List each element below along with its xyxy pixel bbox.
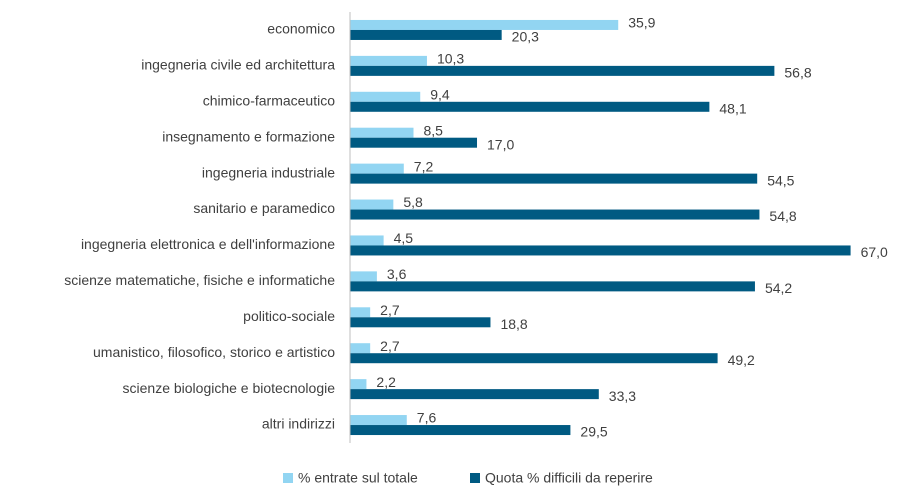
value-label: 49,2: [728, 352, 755, 368]
value-label: 17,0: [487, 136, 514, 152]
y-tick-label: sanitario e paramedico: [193, 200, 335, 216]
bar: [350, 425, 571, 436]
bar: [350, 163, 404, 174]
bar: [350, 317, 491, 328]
value-label: 67,0: [861, 244, 888, 260]
bar: [350, 91, 421, 102]
bar: [350, 281, 755, 292]
bar: [350, 379, 367, 390]
bar: [350, 209, 760, 220]
legend-label: % entrate sul totale: [298, 470, 418, 486]
value-label: 7,6: [417, 410, 437, 426]
y-tick-label: scienze biologiche e biotecnologie: [123, 380, 336, 396]
bar: [350, 65, 775, 76]
bar: [350, 137, 478, 148]
bar: [350, 245, 851, 256]
value-label: 7,2: [414, 158, 434, 174]
value-label: 2,2: [376, 374, 396, 390]
y-tick-label: politico-sociale: [243, 308, 335, 324]
value-label: 9,4: [430, 86, 450, 102]
bar: [350, 307, 371, 318]
value-label: 56,8: [784, 65, 811, 81]
bar: [350, 415, 407, 426]
bar: [350, 389, 599, 400]
value-label: 54,2: [765, 280, 792, 296]
value-label: 4,5: [394, 230, 414, 246]
y-tick-label: economico: [267, 21, 335, 37]
bar: [350, 127, 414, 138]
y-tick-label: scienze matematiche, fisiche e informati…: [64, 272, 335, 288]
value-label: 10,3: [437, 51, 464, 67]
bar: [350, 29, 502, 40]
y-tick-label: ingegneria civile ed architettura: [141, 57, 335, 73]
y-tick-label: ingegneria elettronica e dell'informazio…: [81, 236, 335, 252]
value-label: 5,8: [403, 194, 423, 210]
value-label: 3,6: [387, 266, 407, 282]
value-label: 2,7: [380, 302, 400, 318]
legend-swatch: [470, 473, 480, 483]
bar: [350, 235, 384, 246]
y-tick-label: umanistico, filosofico, storico e artist…: [93, 344, 335, 360]
bar: [350, 55, 427, 66]
value-label: 2,7: [380, 338, 400, 354]
value-label: 20,3: [512, 29, 539, 45]
y-tick-label: altri indirizzi: [262, 416, 335, 432]
value-label: 29,5: [580, 424, 607, 440]
y-tick-label: chimico-farmaceutico: [203, 92, 335, 108]
value-label: 35,9: [628, 15, 655, 31]
bar: [350, 19, 619, 30]
value-label: 48,1: [719, 100, 746, 116]
value-label: 54,8: [769, 208, 796, 224]
bar: [350, 101, 710, 112]
y-tick-label: insegnamento e formazione: [162, 128, 335, 144]
bar: [350, 199, 394, 210]
value-label: 8,5: [424, 122, 444, 138]
value-label: 33,3: [609, 388, 636, 404]
value-label: 18,8: [500, 316, 527, 332]
bar: [350, 343, 371, 354]
bar: [350, 271, 377, 282]
legend-swatch: [283, 473, 293, 483]
y-tick-label: ingegneria industriale: [202, 164, 335, 180]
bar: [350, 173, 758, 184]
legend-label: Quota % difficili da reperire: [485, 470, 653, 486]
bar: [350, 353, 718, 364]
value-label: 54,5: [767, 172, 794, 188]
